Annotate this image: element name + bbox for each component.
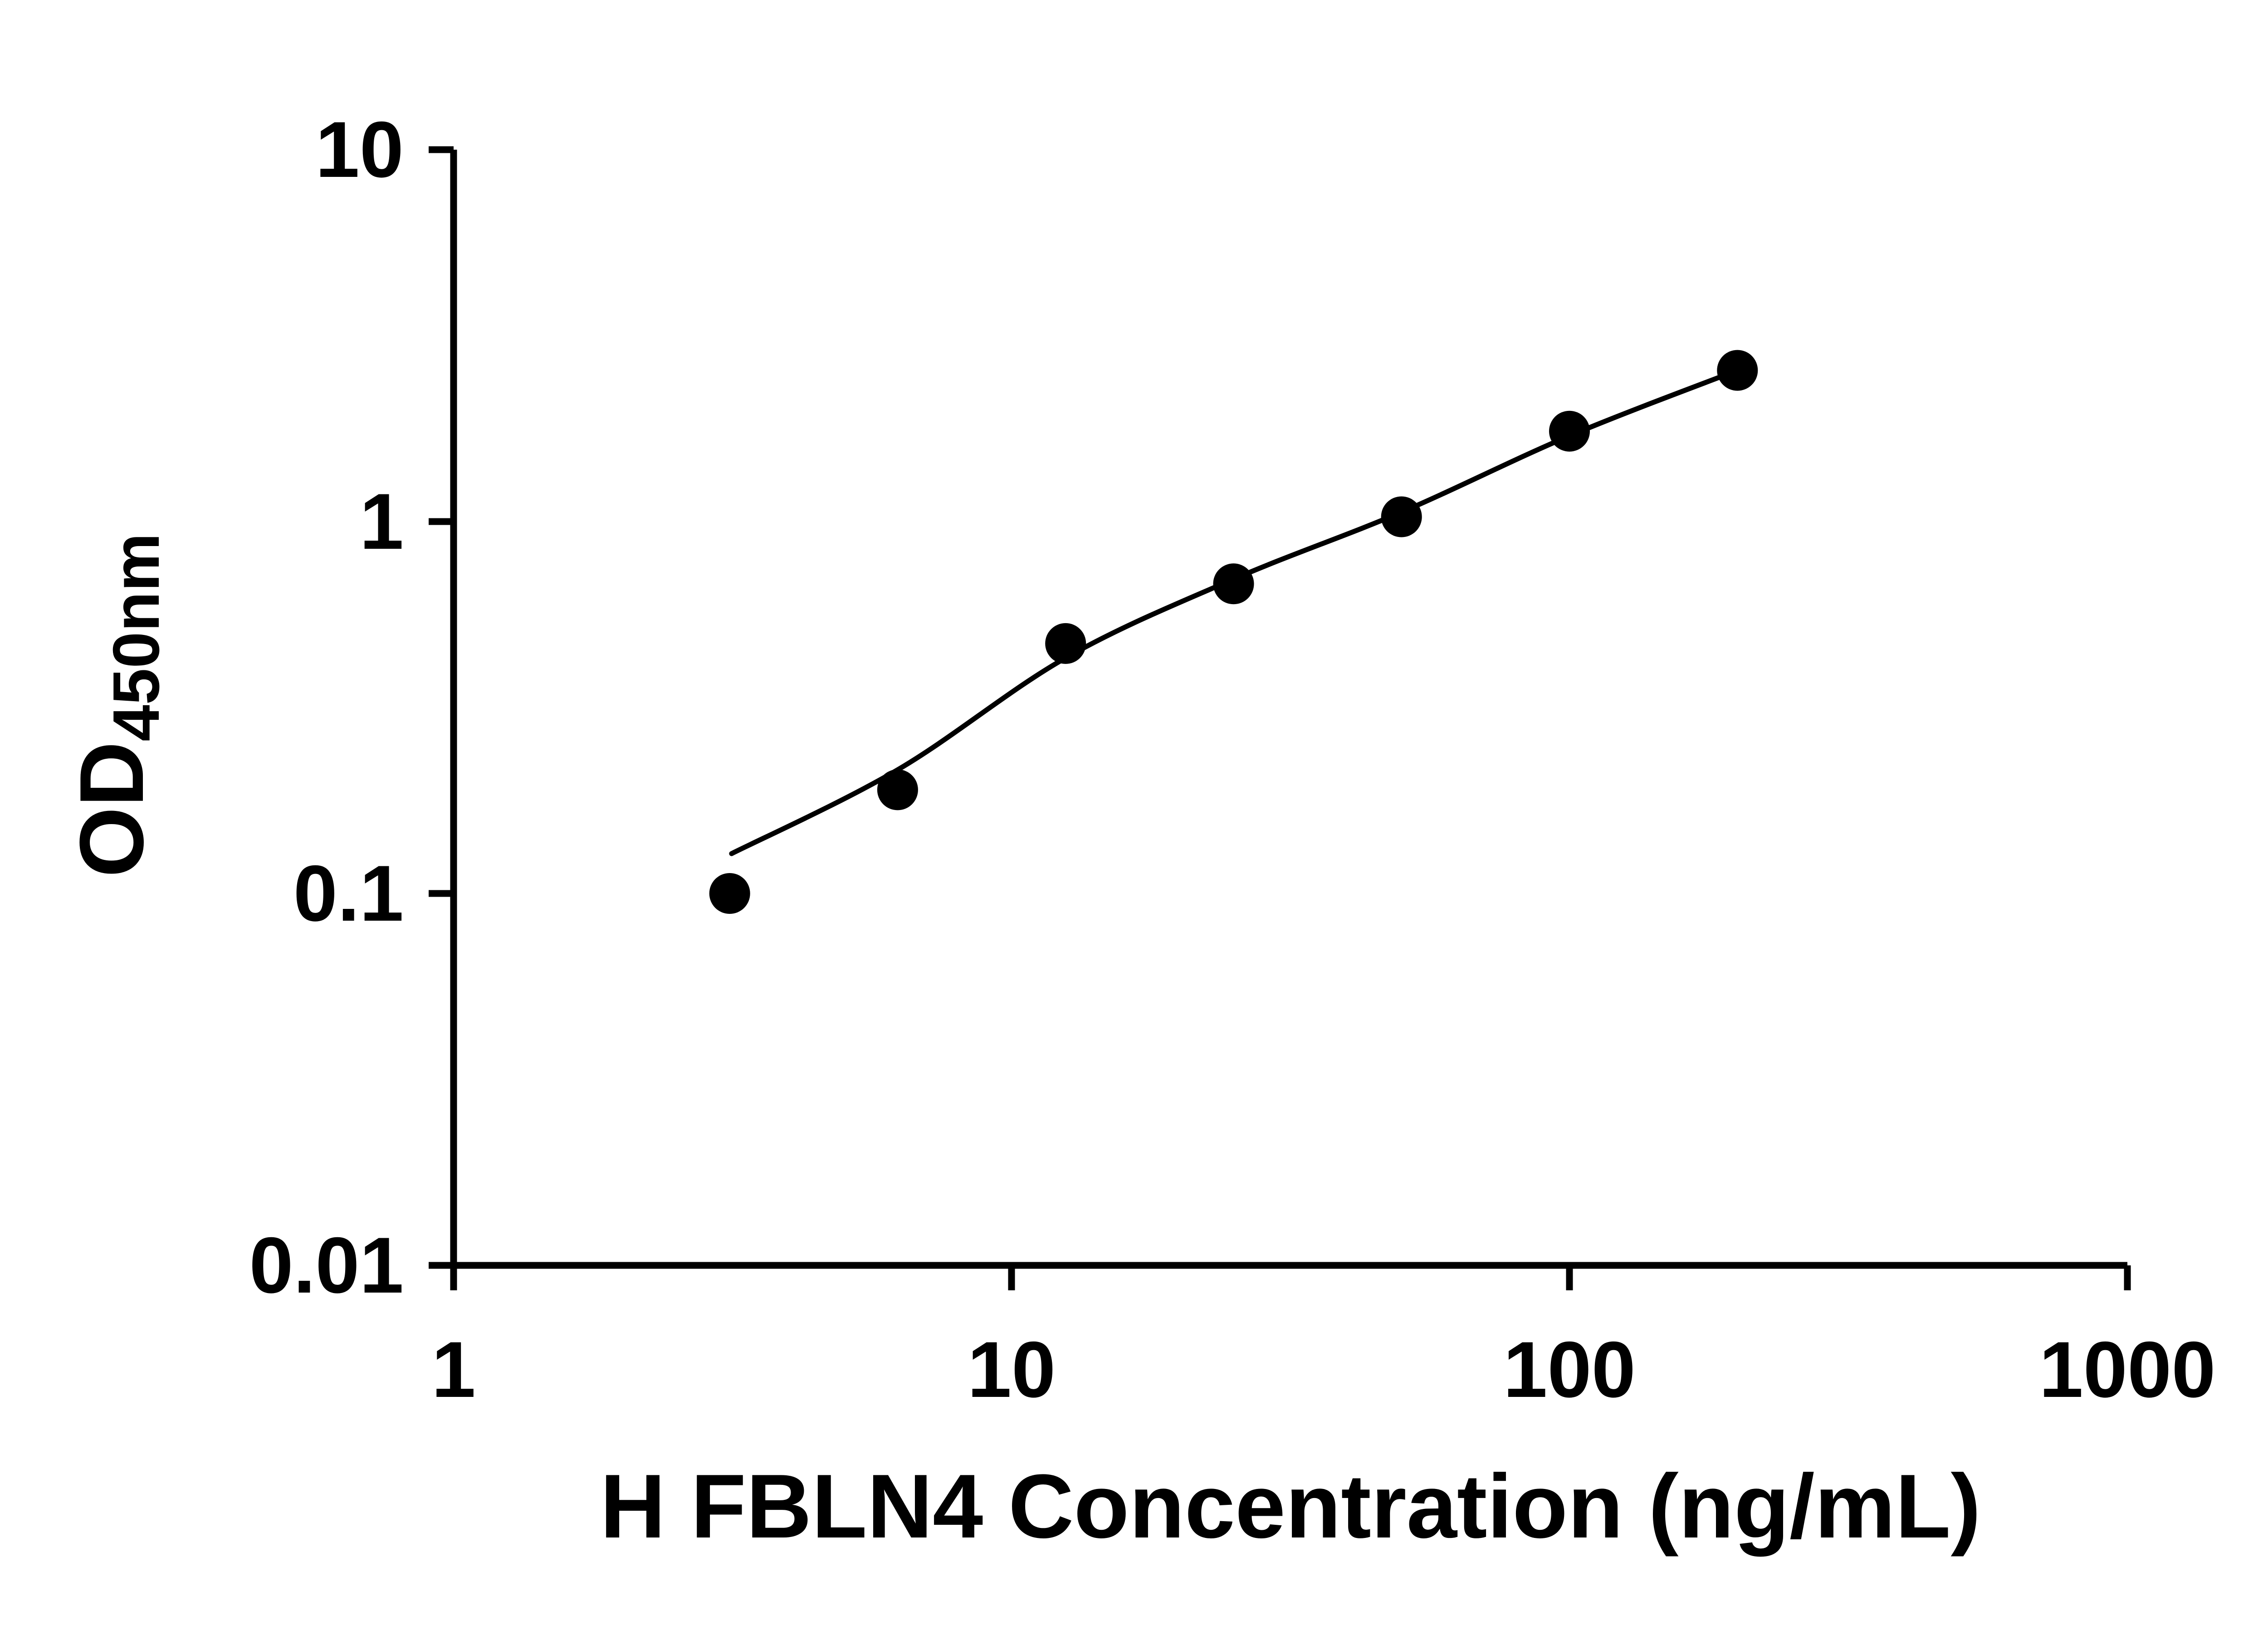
data-point xyxy=(877,769,918,810)
axes-layer xyxy=(429,146,2131,1290)
data-point xyxy=(1717,350,1758,391)
series-layer xyxy=(709,350,1758,914)
x-tick-label: 100 xyxy=(1503,1326,1636,1414)
data-point xyxy=(709,873,750,914)
data-point xyxy=(1213,563,1254,605)
x-axis-title: H FBLN4 Concentration (ng/mL) xyxy=(600,1456,1981,1557)
y-axis-title-main: OD xyxy=(61,742,162,878)
y-axis-title: OD450nm xyxy=(61,533,173,877)
x-tick-label: 10 xyxy=(968,1326,1056,1414)
x-tick-label: 1 xyxy=(431,1326,475,1414)
y-tick-label: 10 xyxy=(315,106,404,194)
y-tick-label: 0.01 xyxy=(249,1221,404,1310)
x-tick-label: 1000 xyxy=(2039,1326,2215,1414)
data-point xyxy=(1381,496,1422,537)
data-point xyxy=(1549,410,1590,452)
y-tick-label: 0.1 xyxy=(293,849,404,938)
y-tick-label: 1 xyxy=(360,478,404,566)
tick-label-layer: 1 10 100 1000 10 1 0.1 0.01 xyxy=(249,106,2215,1414)
data-point xyxy=(1045,623,1086,664)
y-axis-title-subscript: 450nm xyxy=(99,533,173,741)
